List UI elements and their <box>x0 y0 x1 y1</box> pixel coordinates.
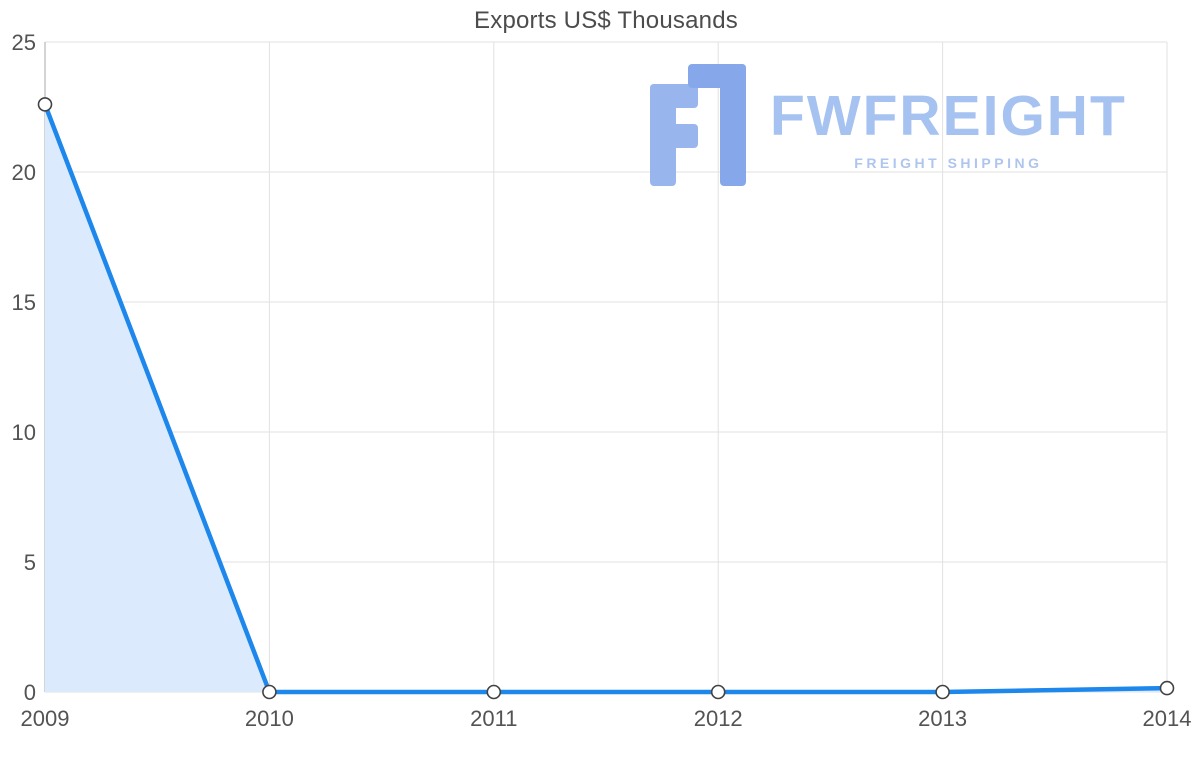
data-point-marker[interactable] <box>1159 680 1175 696</box>
y-tick-label: 25 <box>12 30 36 55</box>
x-tick-label: 2012 <box>694 706 743 731</box>
y-tick-label: 10 <box>12 420 36 445</box>
series-line <box>42 102 1170 695</box>
y-tick-label: 5 <box>24 550 36 575</box>
y-tick-label: 15 <box>12 290 36 315</box>
y-tick-label: 20 <box>12 160 36 185</box>
data-point-marker[interactable] <box>486 684 502 700</box>
x-tick-label: 2014 <box>1143 706 1192 731</box>
y-tick-label: 0 <box>24 680 36 705</box>
data-point-marker[interactable] <box>935 684 950 700</box>
data-point-marker[interactable] <box>37 97 53 112</box>
x-tick-label: 2009 <box>21 706 70 731</box>
x-tick-label: 2011 <box>470 706 517 731</box>
x-tick-label: 2013 <box>918 706 967 731</box>
series-area <box>45 104 1167 692</box>
chart-title: Exports US$ Thousands <box>474 7 738 34</box>
data-point-marker[interactable] <box>710 684 726 700</box>
data-point-marker[interactable] <box>262 684 277 700</box>
x-tick-label: 2010 <box>245 706 294 731</box>
